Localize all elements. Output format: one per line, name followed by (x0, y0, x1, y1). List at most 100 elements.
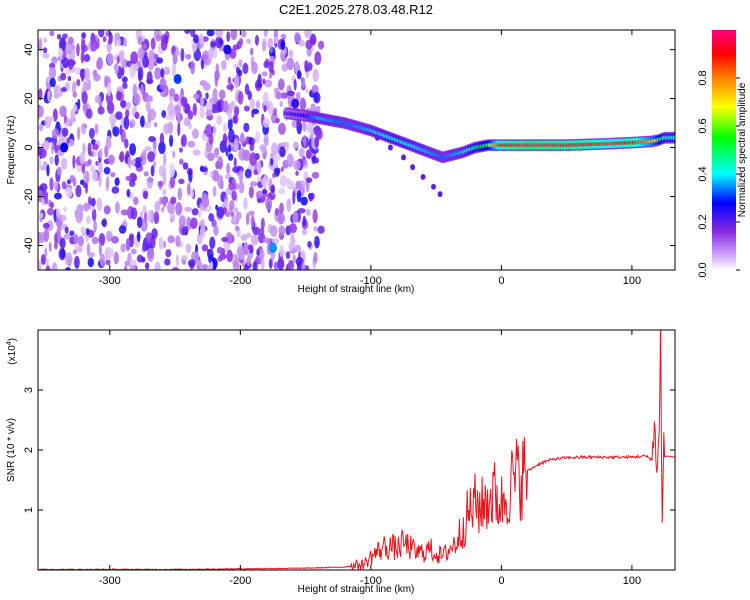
noise-blob (38, 123, 44, 132)
noise-blob (295, 91, 301, 101)
noise-blob (134, 161, 142, 168)
noise-blob (44, 247, 48, 258)
noise-blob (317, 225, 325, 234)
noise-blob (234, 225, 240, 232)
noise-blob (111, 186, 120, 194)
noise-blob (121, 67, 125, 76)
noise-blob (173, 93, 180, 102)
noise-blob (38, 158, 42, 171)
noise-blob (279, 146, 286, 158)
noise-hotspot (173, 73, 182, 84)
noise-blob (277, 213, 285, 225)
noise-blob (226, 31, 231, 42)
noise-blob (95, 160, 99, 166)
noise-blob (75, 185, 82, 198)
noise-blob (243, 264, 249, 270)
noise-blob (77, 235, 85, 247)
noise-blob (278, 225, 286, 236)
snr-axes: -300 -200 -100 0 100 1 2 3 (23, 330, 675, 587)
noise-blob (191, 208, 199, 216)
noise-blob (150, 165, 155, 177)
noise-blob (108, 38, 113, 45)
noise-blob (81, 91, 88, 105)
noise-blob (310, 103, 316, 113)
noise-blob (247, 244, 253, 251)
noise-blob (57, 48, 64, 58)
noise-blob (90, 197, 96, 207)
spectrogram-y-tick-label: -20 (23, 189, 35, 205)
noise-blob (124, 138, 129, 149)
noise-hotspot (60, 142, 69, 153)
noise-blob (98, 30, 105, 38)
noise-blob (198, 261, 203, 270)
noise-blob (238, 69, 243, 77)
noise-blob (242, 62, 249, 75)
noise-blob (142, 55, 150, 68)
noise-blob (181, 226, 187, 236)
noise-blob (142, 242, 147, 252)
noise-blob (209, 170, 214, 178)
noise-blob (142, 149, 147, 158)
noise-blob (263, 104, 267, 113)
noise-blob (99, 148, 103, 159)
noise-blob (216, 206, 225, 219)
noise-blob (279, 245, 284, 257)
noise-blob (308, 192, 314, 202)
snr-y-tick-label: 1 (23, 507, 35, 513)
noise-blob (172, 266, 180, 270)
noise-blob (58, 37, 66, 52)
noise-blob (86, 242, 90, 256)
noise-blob (160, 206, 165, 213)
noise-blob (67, 75, 72, 82)
noise-blob (295, 170, 299, 176)
noise-blob (107, 82, 112, 97)
noise-blob (46, 207, 55, 216)
noise-blob (42, 53, 50, 59)
noise-blob (130, 51, 138, 64)
noise-blob (77, 208, 84, 220)
noise-blob (105, 30, 111, 37)
noise-blob (80, 39, 86, 54)
noise-blob (271, 142, 279, 155)
noise-blob (231, 190, 237, 201)
noise-blob (153, 161, 157, 168)
noise-blob (82, 103, 88, 112)
noise-blob (270, 225, 278, 238)
noise-blob (255, 131, 261, 144)
noise-blob (65, 267, 71, 270)
noise-blob (243, 105, 250, 112)
noise-blob (98, 173, 102, 188)
noise-blob (87, 142, 92, 155)
noise-blob (137, 36, 143, 45)
noise-blob (137, 47, 145, 60)
noise-blob (262, 92, 269, 106)
noise-blob (114, 201, 120, 214)
noise-blob (38, 141, 41, 149)
noise-blob (105, 259, 111, 266)
noise-blob (49, 156, 54, 165)
noise-blob (191, 251, 198, 262)
noise-blob (68, 58, 74, 66)
noise-blob (302, 215, 307, 228)
noise-blob (213, 125, 217, 137)
noise-blob (294, 244, 302, 253)
noise-blob (285, 251, 291, 260)
noise-blob (261, 177, 267, 187)
noise-blob (160, 68, 165, 78)
noise-blob (65, 68, 71, 75)
noise-blob (221, 59, 227, 71)
noise-blob (289, 223, 297, 234)
noise-blob (224, 198, 229, 209)
noise-blob (202, 36, 209, 42)
noise-blob (42, 161, 48, 167)
noise-blob (255, 100, 261, 109)
noise-blob (58, 91, 63, 97)
noise-blob (76, 126, 81, 140)
noise-blob (264, 79, 273, 88)
noise-blob (279, 100, 283, 107)
noise-blob (233, 207, 239, 213)
noise-blob (72, 155, 76, 169)
noise-blob (213, 147, 220, 159)
